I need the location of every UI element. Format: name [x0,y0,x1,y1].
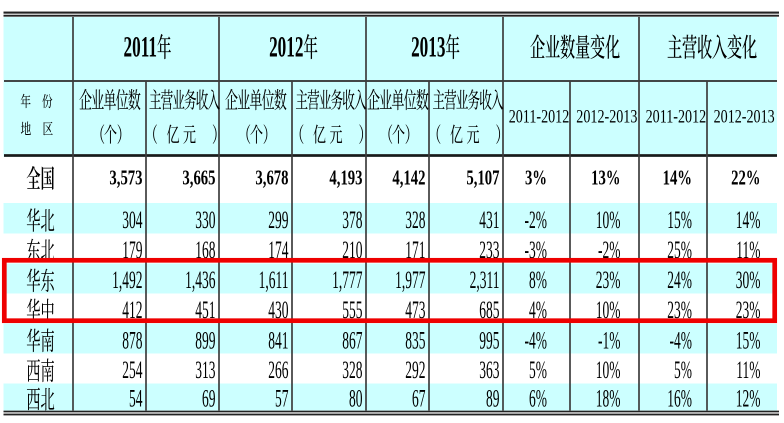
svg-text:6%: 6% [529,386,547,413]
svg-text:69: 69 [202,386,215,413]
svg-text:1,977: 1,977 [395,267,425,294]
svg-text:363: 363 [479,357,499,384]
svg-text:10%: 10% [596,207,621,234]
svg-text:5%: 5% [529,357,547,384]
svg-text:15%: 15% [667,207,692,234]
svg-text:4,142: 4,142 [392,166,425,189]
svg-text:330: 330 [195,207,215,234]
svg-text:2012: 2012 [269,32,303,64]
svg-text:2013: 2013 [411,32,445,64]
svg-text:2011-2012: 2011-2012 [509,106,570,128]
svg-text:233: 233 [479,237,499,264]
svg-text:23%: 23% [596,267,621,294]
svg-text:1,777: 1,777 [332,267,362,294]
svg-text:995: 995 [479,327,499,354]
svg-text:899: 899 [195,327,215,354]
svg-text:24%: 24% [667,267,692,294]
svg-text:12%: 12% [736,386,761,413]
svg-text:22%: 22% [731,166,760,189]
svg-text:835: 835 [405,327,425,354]
svg-text:412: 412 [122,297,142,324]
svg-text:-1%: -1% [598,327,621,354]
svg-text:-2%: -2% [525,207,548,234]
svg-text:4,193: 4,193 [329,166,362,189]
svg-text:1,611: 1,611 [259,267,289,294]
svg-text:2,311: 2,311 [470,267,500,294]
svg-text:1,436: 1,436 [185,267,215,294]
svg-text:328: 328 [405,207,425,234]
svg-text:431: 431 [479,207,499,234]
svg-text:5%: 5% [674,357,692,384]
svg-text:3,665: 3,665 [182,166,215,189]
svg-text:174: 174 [268,237,288,264]
svg-text:430: 430 [268,297,288,324]
svg-text:80: 80 [349,386,362,413]
svg-text:266: 266 [268,357,288,384]
svg-text:16%: 16% [667,386,692,413]
svg-text:171: 171 [405,237,425,264]
svg-text:210: 210 [342,237,362,264]
svg-text:5,107: 5,107 [466,166,499,189]
svg-text:14%: 14% [736,207,761,234]
svg-text:3%: 3% [525,166,547,189]
svg-text:299: 299 [268,207,288,234]
svg-text:18%: 18% [596,386,621,413]
svg-text:30%: 30% [736,267,761,294]
svg-text:57: 57 [275,386,288,413]
svg-text:179: 179 [122,237,142,264]
svg-text:328: 328 [342,357,362,384]
svg-text:8%: 8% [529,267,547,294]
svg-text:3,573: 3,573 [109,166,142,189]
svg-text:10%: 10% [596,357,621,384]
svg-text:67: 67 [412,386,425,413]
svg-text:-3%: -3% [525,237,548,264]
svg-text:2012-2013: 2012-2013 [714,106,775,128]
svg-text:313: 313 [195,357,215,384]
svg-text:473: 473 [405,297,425,324]
svg-text:89: 89 [486,386,499,413]
svg-text:3,678: 3,678 [255,166,288,189]
svg-text:4%: 4% [529,297,547,324]
svg-text:-4%: -4% [525,327,548,354]
svg-text:2011-2012: 2011-2012 [646,106,707,128]
svg-text:685: 685 [479,297,499,324]
svg-text:555: 555 [342,297,362,324]
svg-text:867: 867 [342,327,362,354]
svg-text:2012-2013: 2012-2013 [576,106,637,128]
svg-text:378: 378 [342,207,362,234]
svg-text:54: 54 [129,386,142,413]
svg-text:1,492: 1,492 [112,267,142,294]
svg-text:292: 292 [405,357,425,384]
svg-text:-2%: -2% [598,237,621,264]
svg-text:841: 841 [268,327,288,354]
svg-text:14%: 14% [663,166,692,189]
svg-text:11%: 11% [736,357,760,384]
svg-text:13%: 13% [591,166,620,189]
svg-text:15%: 15% [736,327,761,354]
svg-text:304: 304 [122,207,142,234]
svg-text:878: 878 [122,327,142,354]
svg-text:2011: 2011 [124,32,157,64]
svg-text:-4%: -4% [670,327,693,354]
svg-text:254: 254 [122,357,142,384]
svg-text:451: 451 [195,297,215,324]
svg-text:168: 168 [195,237,215,264]
